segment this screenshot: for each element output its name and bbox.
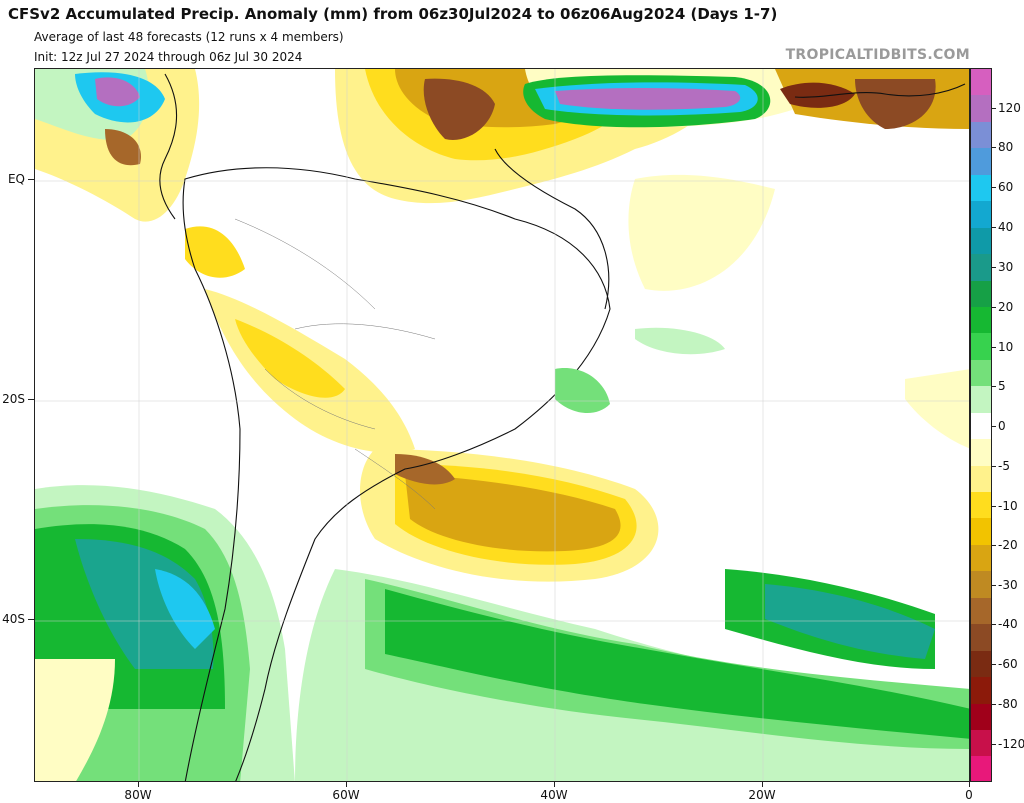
colorbar-segment [971, 756, 991, 781]
colorbar-label: -5 [998, 459, 1010, 473]
colorbar-segment [971, 201, 991, 228]
y-label-20s: 20S [2, 392, 25, 406]
colorbar-segment [971, 677, 991, 704]
y-label-40s: 40S [2, 612, 25, 626]
colorbar-segment [971, 729, 991, 757]
colorbar-label: -40 [998, 617, 1018, 631]
colorbar-segment [971, 465, 991, 492]
colorbar-segment [971, 703, 991, 730]
colorbar-label: -80 [998, 697, 1018, 711]
map-canvas [35, 69, 969, 781]
colorbar-tick [992, 187, 996, 188]
y-tick-eq [28, 179, 34, 180]
colorbar-segment [971, 333, 991, 360]
colorbar-segment [971, 280, 991, 307]
colorbar-tick [992, 744, 996, 745]
colorbar-label: -10 [998, 499, 1018, 513]
x-tick-80w [138, 782, 139, 787]
y-tick-40s [28, 619, 34, 620]
colorbar-tick [992, 386, 996, 387]
colorbar-label: 40 [998, 220, 1014, 234]
colorbar-segment [971, 121, 991, 149]
x-label-80w: 80W [124, 788, 152, 802]
precip-anomaly-map [34, 68, 970, 782]
colorbar-segment [971, 148, 991, 175]
colorbar-segment [971, 544, 991, 572]
colorbar-segment [971, 254, 991, 281]
colorbar-label: 5 [998, 379, 1006, 393]
colorbar-tick [992, 585, 996, 586]
colorbar-segment [971, 597, 991, 625]
x-label-0: 0 [965, 788, 973, 802]
colorbar-segment [971, 174, 991, 202]
colorbar-tick [992, 267, 996, 268]
x-tick-40w [554, 782, 555, 787]
colorbar-segment [971, 571, 991, 598]
colorbar-label: 20 [998, 300, 1014, 314]
colorbar-label: 120 [998, 101, 1021, 115]
x-label-20w: 20W [748, 788, 776, 802]
colorbar-label: -20 [998, 538, 1018, 552]
colorbar-segment [971, 386, 991, 413]
colorbar-tick [992, 506, 996, 507]
colorbar-segment [971, 412, 991, 440]
colorbar-label: 10 [998, 340, 1014, 354]
x-tick-60w [346, 782, 347, 787]
x-tick-20w [762, 782, 763, 787]
colorbar-tick [992, 466, 996, 467]
colorbar-segment [971, 306, 991, 334]
colorbar-label: 60 [998, 180, 1014, 194]
colorbar-tick [992, 426, 996, 427]
x-label-40w: 40W [540, 788, 568, 802]
colorbar-tick [992, 307, 996, 308]
colorbar-label: -60 [998, 657, 1018, 671]
colorbar-tick [992, 545, 996, 546]
colorbar-segment [971, 227, 991, 255]
y-tick-20s [28, 399, 34, 400]
subtitle-init-time: Init: 12z Jul 27 2024 through 06z Jul 30… [34, 50, 303, 64]
colorbar-label: 80 [998, 140, 1014, 154]
colorbar-segment [971, 650, 991, 678]
colorbar-segment [971, 359, 991, 387]
map-title: CFSv2 Accumulated Precip. Anomaly (mm) f… [8, 5, 778, 23]
colorbar-tick [992, 664, 996, 665]
colorbar-label: 0 [998, 419, 1006, 433]
subtitle-forecast-average: Average of last 48 forecasts (12 runs x … [34, 30, 344, 44]
x-tick-0 [969, 782, 970, 787]
colorbar-tick [992, 347, 996, 348]
x-label-60w: 60W [332, 788, 360, 802]
colorbar-segment [971, 624, 991, 651]
colorbar-label: 30 [998, 260, 1014, 274]
watermark: TROPICALTIDBITS.COM [785, 47, 970, 63]
colorbar-tick [992, 227, 996, 228]
colorbar-tick [992, 108, 996, 109]
colorbar-tick [992, 704, 996, 705]
y-label-eq: EQ [7, 172, 25, 186]
colorbar-tick [992, 624, 996, 625]
colorbar-tick [992, 147, 996, 148]
colorbar-segment [971, 518, 991, 545]
colorbar-label: -120 [998, 737, 1024, 751]
colorbar-legend [970, 68, 992, 782]
colorbar-label: -30 [998, 578, 1018, 592]
colorbar-segment [971, 492, 991, 519]
colorbar-segment [971, 95, 991, 122]
colorbar-segment [971, 69, 991, 96]
colorbar-segment [971, 439, 991, 466]
